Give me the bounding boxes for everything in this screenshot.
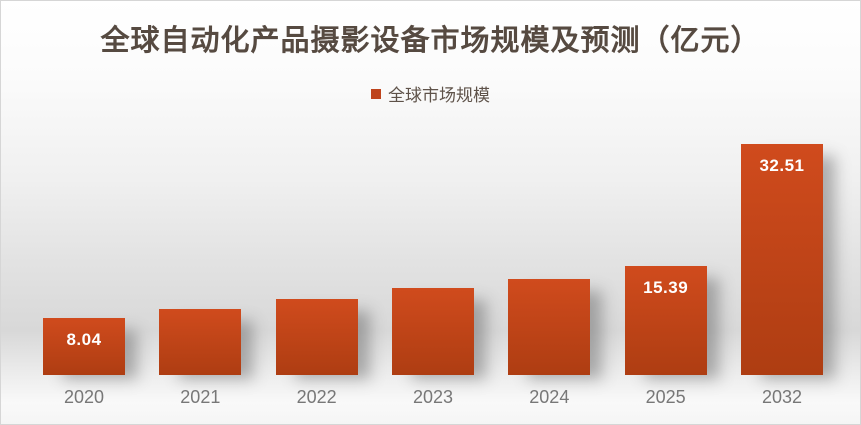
bar-value-label: 15.39 bbox=[643, 278, 689, 297]
plot-area: 8.04 15.39 32.51 bbox=[43, 143, 823, 375]
bar-2023 bbox=[391, 288, 474, 375]
bar-2022 bbox=[275, 299, 358, 375]
bar-value-label: 8.04 bbox=[66, 330, 102, 349]
x-tick-2024: 2024 bbox=[529, 387, 570, 407]
x-tick-2020: 2020 bbox=[63, 387, 105, 407]
x-tick-2032: 2032 bbox=[761, 387, 802, 407]
bar-2020: 8.04 bbox=[43, 318, 125, 375]
bar-2024 bbox=[508, 279, 591, 375]
legend-label: 全球市场规模 bbox=[388, 86, 490, 106]
legend-swatch-icon bbox=[371, 88, 381, 99]
x-tick-2022: 2022 bbox=[296, 387, 337, 407]
x-tick-2025: 2025 bbox=[645, 387, 686, 407]
x-axis: 2020 2021 2022 2023 2024 2025 2032 bbox=[43, 387, 823, 408]
x-tick-2021: 2021 bbox=[180, 387, 221, 407]
legend: 全球市场规模 bbox=[1, 81, 860, 106]
bar-2025: 15.39 bbox=[624, 266, 707, 375]
bar-2021 bbox=[159, 309, 242, 375]
x-tick-2023: 2023 bbox=[412, 387, 453, 407]
bar-value-label: 32.51 bbox=[759, 156, 805, 175]
chart-title: 全球自动化产品摄影设备市场规模及预测（亿元） bbox=[100, 23, 761, 57]
bar-2032: 32.51 bbox=[740, 144, 823, 375]
